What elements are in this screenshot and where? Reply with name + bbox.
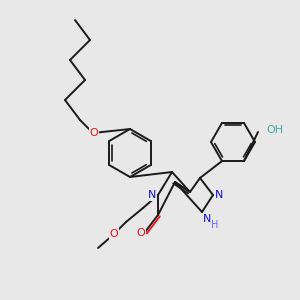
Text: N: N: [215, 190, 223, 200]
Text: O: O: [110, 229, 118, 239]
Text: O: O: [136, 228, 146, 238]
Text: H: H: [211, 220, 219, 230]
Text: N: N: [203, 214, 211, 224]
Text: N: N: [148, 190, 156, 200]
Text: OH: OH: [266, 125, 283, 135]
Text: O: O: [90, 128, 98, 138]
